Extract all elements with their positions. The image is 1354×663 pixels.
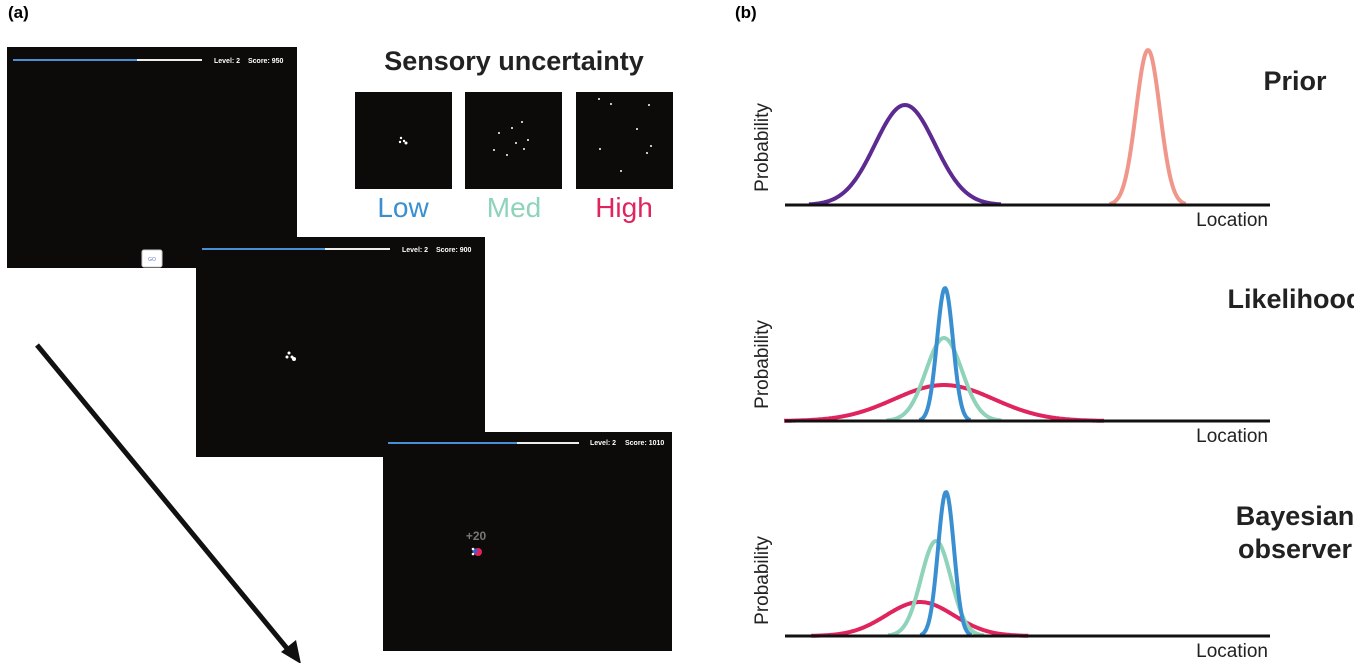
score-text: Score: 900 bbox=[436, 247, 472, 254]
section-title: Sensory uncertainty bbox=[384, 46, 644, 76]
score-text: Score: 1010 bbox=[625, 440, 664, 447]
plot-title: observer bbox=[1238, 534, 1353, 564]
axis-label: Probability bbox=[752, 320, 773, 409]
go-button[interactable] bbox=[141, 249, 163, 268]
thumbnail bbox=[465, 92, 562, 189]
screen bbox=[196, 237, 485, 457]
distribution-curve bbox=[1108, 48, 1187, 207]
distribution-curve bbox=[783, 383, 1105, 423]
level-text: Level: 2 bbox=[590, 440, 616, 447]
distribution-curve bbox=[810, 600, 1030, 638]
plot-title: Likelihood bbox=[1228, 284, 1354, 314]
feedback-text: +20 bbox=[466, 529, 487, 543]
axis-label: Location bbox=[1196, 426, 1268, 447]
score-text: Score: 950 bbox=[248, 58, 284, 65]
distribution-curve bbox=[808, 103, 1002, 207]
arrow bbox=[35, 343, 292, 654]
plot-title: Prior bbox=[1263, 66, 1327, 96]
axis-label: Probability bbox=[752, 536, 773, 625]
plots: Location Probability Prior Location Probabil… bbox=[752, 48, 1354, 662]
panel-label: (a) bbox=[8, 3, 29, 22]
screen bbox=[7, 47, 297, 268]
arrow-head bbox=[281, 640, 301, 663]
thumbnail bbox=[576, 92, 673, 189]
response-marker bbox=[471, 547, 482, 556]
level-label: Low bbox=[377, 192, 429, 223]
screen bbox=[383, 432, 672, 651]
axis-label: Probability bbox=[752, 103, 773, 192]
level-label: Med bbox=[487, 192, 541, 223]
button-text: GO bbox=[148, 257, 156, 263]
distribution-curve bbox=[918, 286, 972, 423]
stimulus-dots bbox=[398, 98, 652, 172]
stimulus-dots bbox=[285, 351, 296, 361]
distribution-curve bbox=[919, 490, 973, 637]
axis-label: Location bbox=[1196, 641, 1268, 662]
level-text: Level: 2 bbox=[214, 58, 240, 65]
distribution-curve bbox=[885, 336, 1003, 423]
plot-title: Bayesian bbox=[1236, 501, 1354, 531]
distribution-curve bbox=[887, 539, 985, 638]
panel-label: (b) bbox=[735, 3, 757, 22]
level-label: High bbox=[595, 192, 653, 223]
level-text: Level: 2 bbox=[402, 247, 428, 254]
axis-label: Location bbox=[1196, 210, 1268, 231]
